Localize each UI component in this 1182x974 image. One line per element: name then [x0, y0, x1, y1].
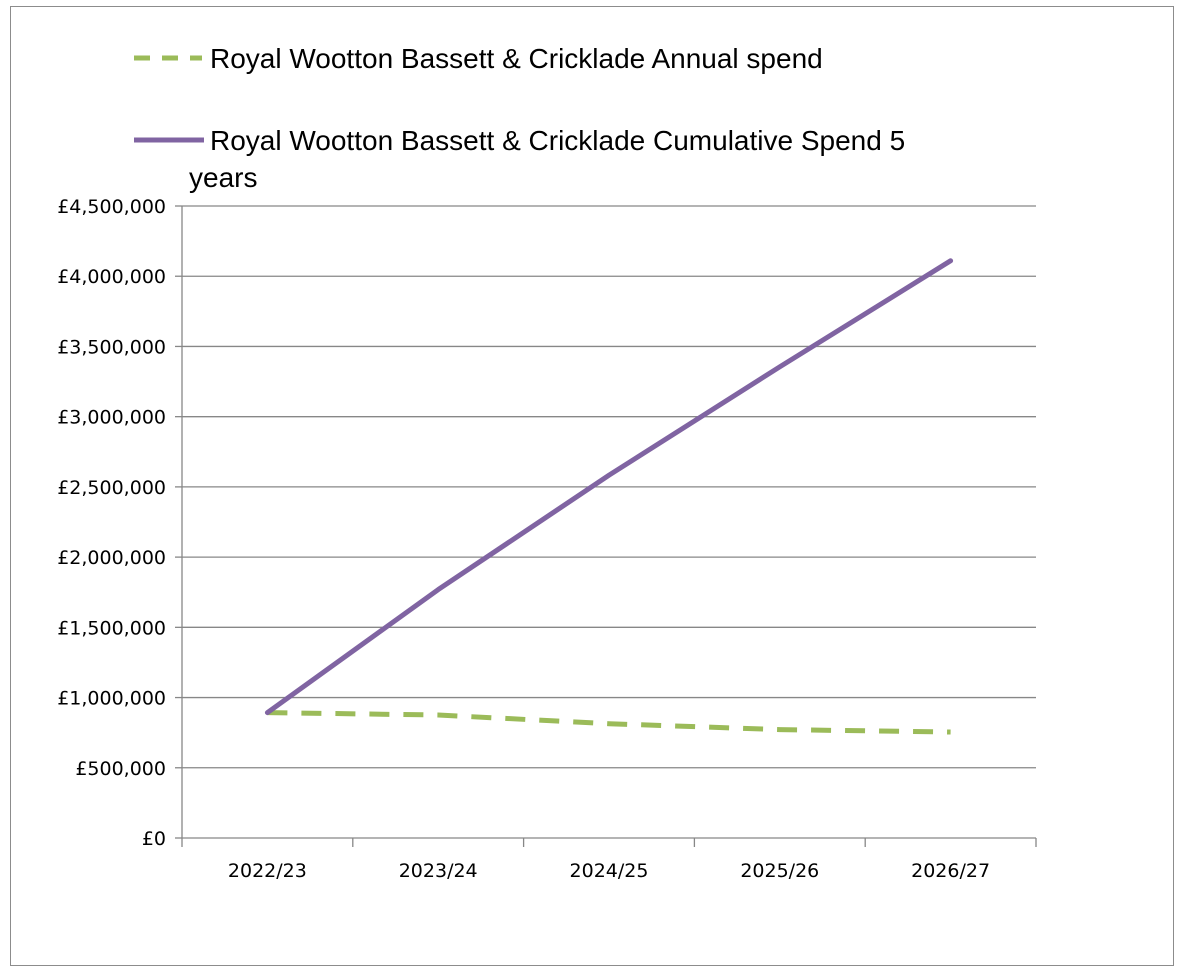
legend-cumulative-label: Royal Wootton Bassett & Cricklade Cumula…: [210, 125, 905, 156]
legend: Royal Wootton Bassett & Cricklade Annual…: [134, 43, 905, 193]
y-tick-label: £1,500,000: [57, 617, 166, 639]
y-tick-label: £2,000,000: [57, 547, 166, 569]
y-axis-ticks: £0 £500,000 £1,000,000 £1,500,000 £2,000,000…: [57, 196, 182, 850]
gridlines: [182, 205, 1036, 769]
legend-annual-label: Royal Wootton Bassett & Cricklade Annual…: [210, 43, 823, 74]
y-tick-label: £500,000: [75, 758, 166, 780]
y-tick-label: £3,000,000: [57, 407, 166, 429]
y-tick-label: £0: [142, 828, 166, 850]
x-tick-label: 2026/27: [911, 860, 990, 882]
cumulative-spend-line: [264, 258, 954, 716]
y-tick-label: £4,000,000: [57, 266, 166, 288]
x-tick-label: 2023/24: [399, 860, 478, 882]
y-tick-label: £3,500,000: [57, 336, 166, 358]
annual-spend-line: [267, 710, 951, 735]
x-tick-label: 2022/23: [228, 860, 307, 882]
series: [264, 258, 954, 735]
y-tick-label: £2,500,000: [57, 477, 166, 499]
x-tick-label: 2025/26: [740, 860, 819, 882]
axes: [181, 206, 1036, 839]
y-tick-label: £1,000,000: [57, 688, 166, 710]
x-tick-label: 2024/25: [570, 860, 649, 882]
y-tick-label: £4,500,000: [57, 196, 166, 218]
legend-cumulative-label-line2: years: [189, 162, 257, 193]
x-axis-ticks: 2022/23 2023/24 2024/25 2025/26 2026/27: [181, 838, 1037, 882]
